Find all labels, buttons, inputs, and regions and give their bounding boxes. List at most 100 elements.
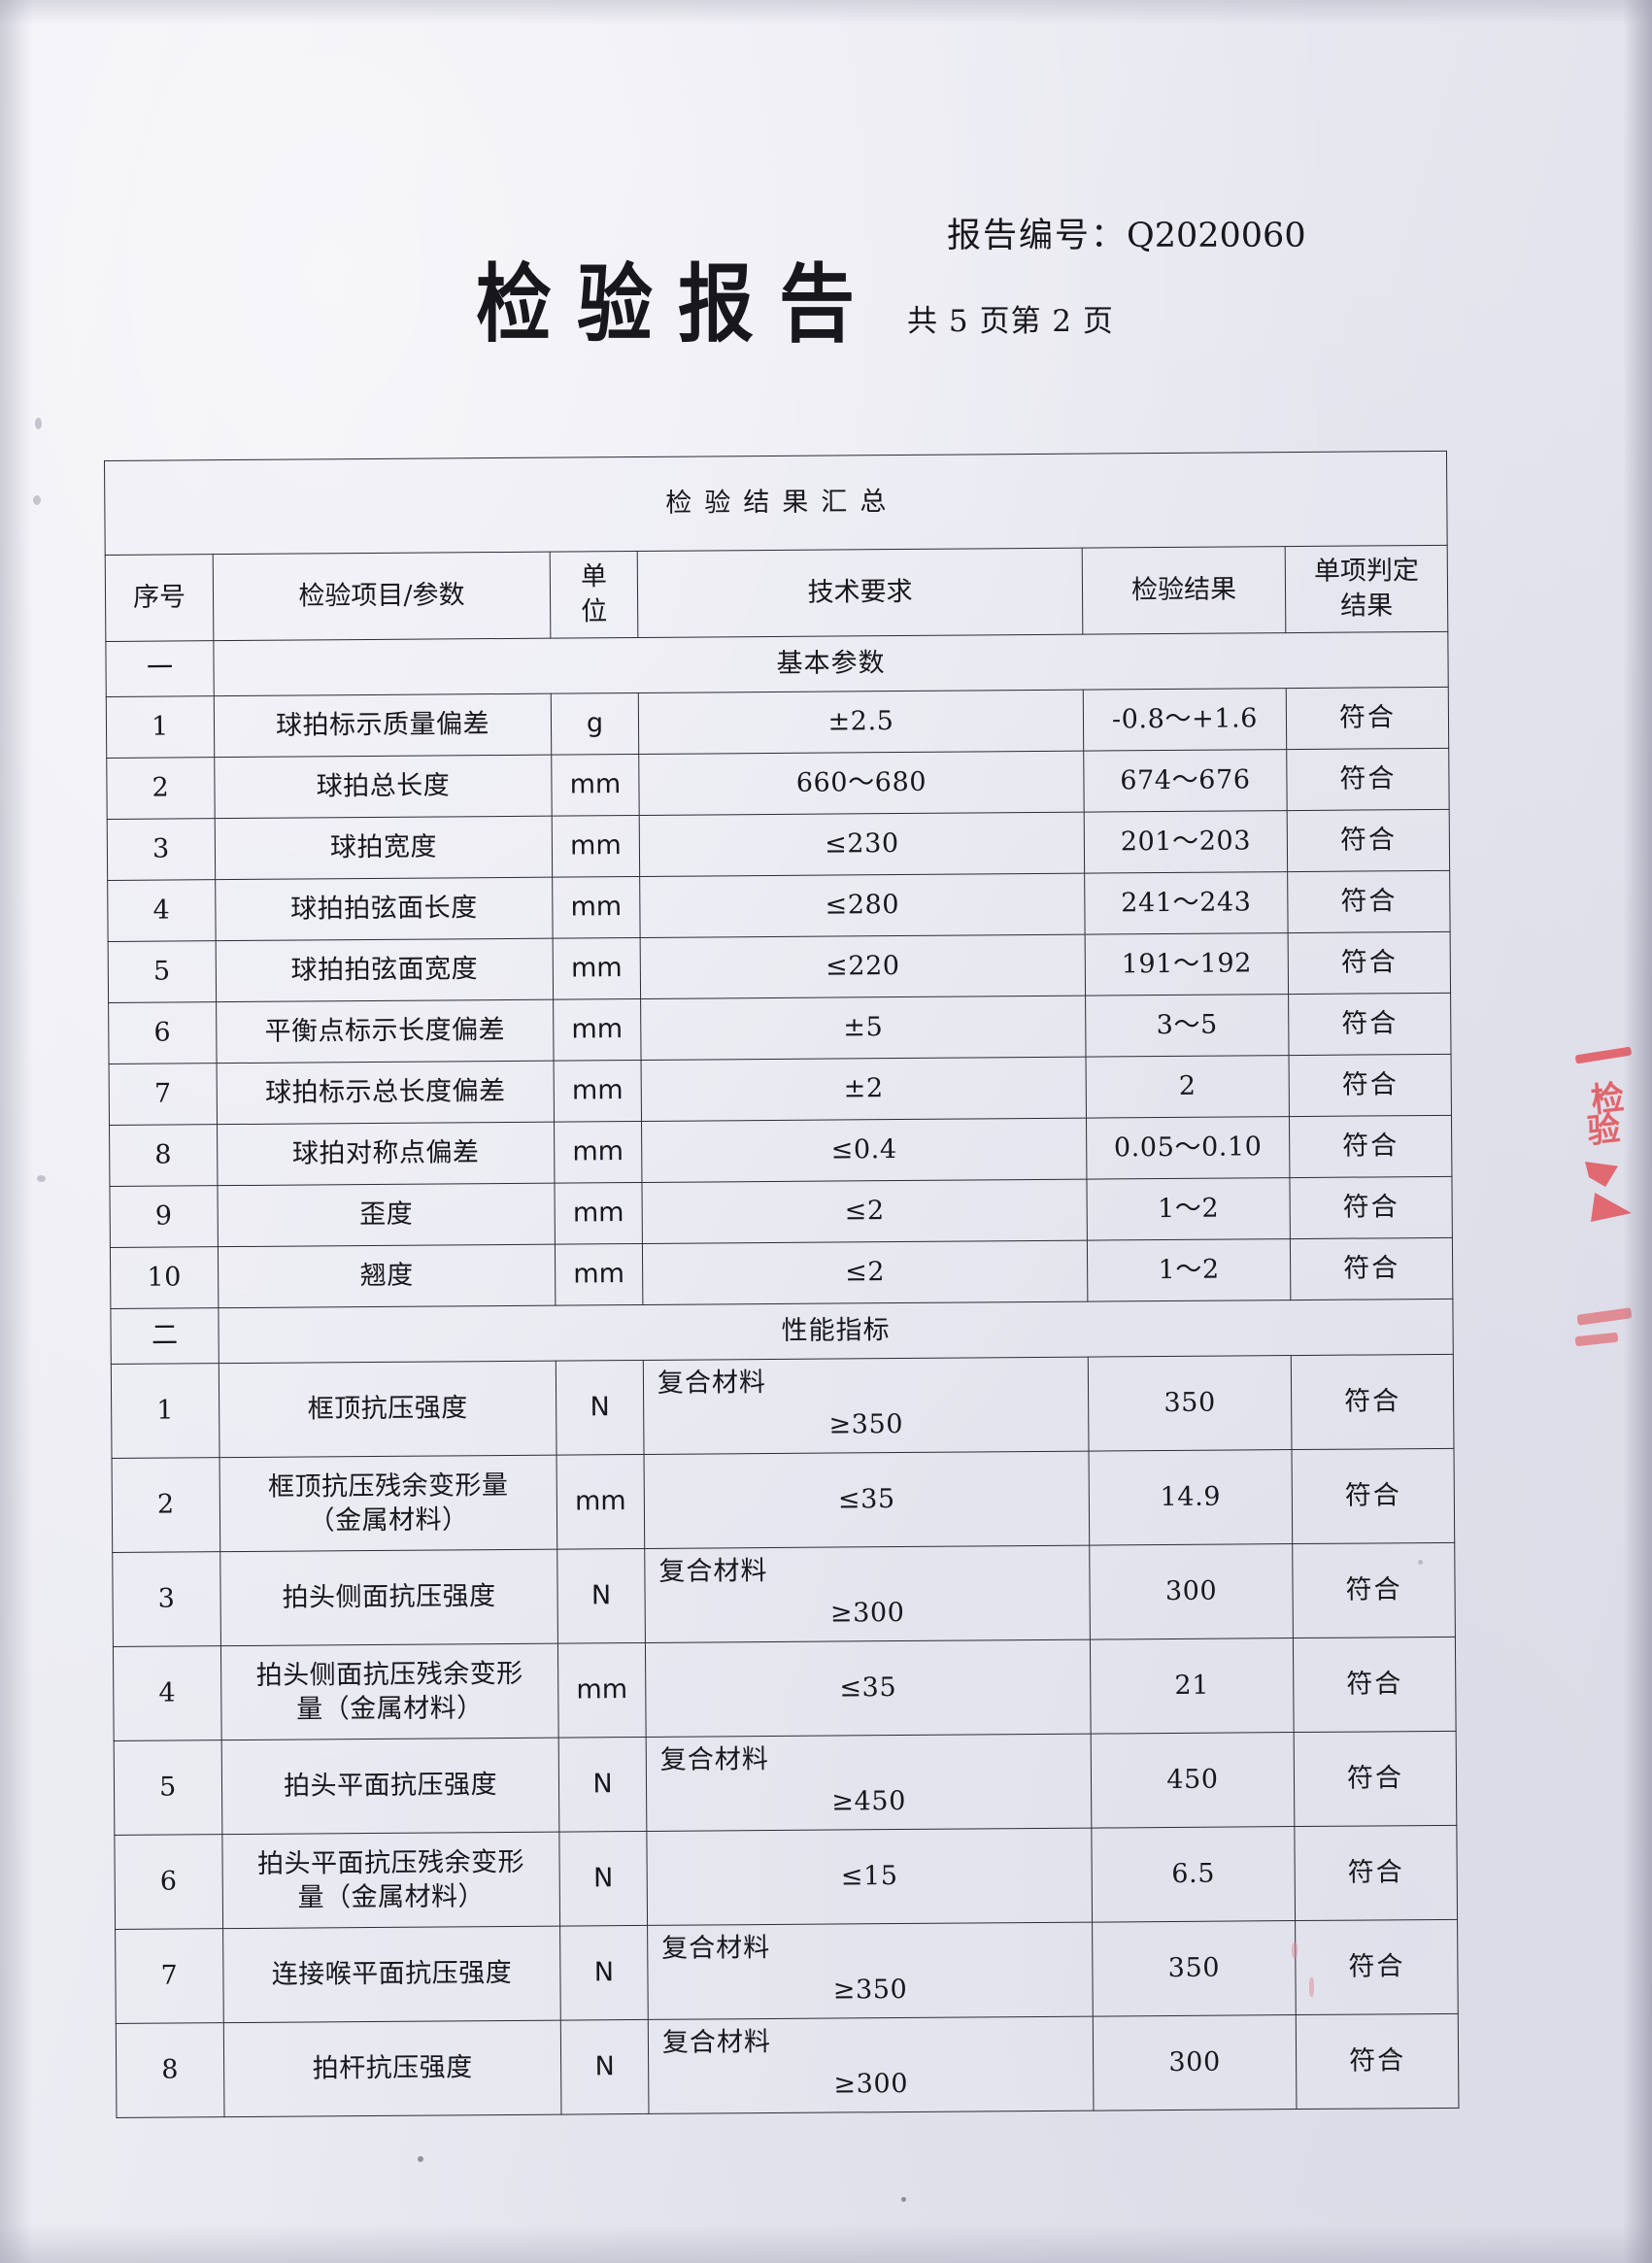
row-sequence: 4	[107, 879, 217, 942]
item-name: 球拍标示总长度偏差	[217, 1061, 555, 1125]
row-result: 201～203	[1084, 810, 1288, 874]
row-judgement: 符合	[1292, 1542, 1456, 1638]
item-name-line2: 量（金属材料）	[297, 1881, 486, 1913]
results-table-wrapper: 检验结果汇总 序号 检验项目/参数单位技术要求 检验结果 单项判定 结果一基本参数 1 球拍标…	[104, 450, 1460, 2118]
row-unit: mm	[551, 754, 640, 817]
row-result: 2	[1086, 1055, 1290, 1119]
scan-edge-shadow-bottom	[0, 2224, 1652, 2263]
row-judgement: 符合	[1288, 931, 1451, 995]
row-result: 300	[1089, 1543, 1294, 1640]
row-result: 3～5	[1085, 994, 1290, 1058]
tech-requirement: ≤2	[642, 1240, 1088, 1305]
table-row: 1 球拍标示质量偏差 g ±2.5 -0.8～+1.6 符合	[106, 687, 1449, 759]
row-judgement: 符合	[1288, 993, 1452, 1056]
row-judgement: 符合	[1295, 1919, 1459, 2015]
dust-speck	[35, 418, 42, 429]
column-header-judge: 单项判定 结果	[1285, 545, 1448, 633]
column-header-item: 检验项目/参数	[213, 552, 551, 641]
row-result: 191～192	[1085, 932, 1289, 996]
row-sequence: 8	[116, 2022, 225, 2118]
row-unit: mm	[553, 937, 641, 1000]
table-row: 1 框顶抗压强度 N 复合材料 ≥350 350 符合	[111, 1354, 1455, 1459]
tech-requirement: ≤2	[641, 1179, 1088, 1244]
table-row: 2 球拍总长度 mm 660～680 674～676 符合	[106, 748, 1450, 820]
item-name: 拍头平面抗压强度	[221, 1738, 559, 1835]
row-sequence: 2	[106, 757, 216, 820]
tech-requirement: 复合材料 ≥450	[646, 1734, 1092, 1832]
row-sequence: 9	[109, 1185, 219, 1248]
column-header-judge-line1: 单项判定	[1313, 555, 1419, 587]
tech-material: 复合材料	[661, 2027, 772, 2058]
row-result: 241～243	[1084, 871, 1289, 935]
tech-value: ≥300	[833, 2068, 909, 2100]
row-unit: N	[556, 1548, 646, 1644]
page-title: 检验报告	[476, 254, 881, 355]
row-sequence: 1	[111, 1363, 220, 1459]
row-judgement: 符合	[1286, 748, 1450, 811]
section-name: 性能指标	[218, 1299, 1454, 1364]
item-name: 翘度	[218, 1244, 556, 1308]
row-result: 350	[1092, 1920, 1297, 2017]
row-sequence: 1	[106, 695, 215, 759]
item-name: 球拍宽度	[215, 816, 553, 880]
row-sequence: 2	[112, 1457, 220, 1553]
tech-value: ≥350	[828, 1408, 904, 1440]
item-name: 球拍总长度	[214, 755, 553, 819]
item-name-line1: 拍头平面抗压残余变形	[256, 1846, 525, 1879]
column-header-unit: 单位	[550, 551, 638, 639]
row-unit: mm	[552, 876, 641, 939]
tech-requirement: ±2	[641, 1057, 1087, 1122]
ink-speck	[1309, 1977, 1314, 1997]
row-result: 14.9	[1089, 1449, 1293, 1546]
row-sequence: 6	[114, 1834, 223, 1930]
tech-requirement: 660～680	[638, 751, 1085, 816]
row-sequence: 7	[109, 1063, 218, 1126]
tech-value: ≥350	[832, 1974, 908, 2006]
tech-requirement: ≤220	[640, 934, 1086, 999]
item-name: 框顶抗压强度	[219, 1361, 557, 1458]
table-row: 2 框顶抗压残余变形量 （金属材料） mm ≤35 14.9 符合	[112, 1448, 1455, 1553]
table-row: 6 平衡点标示长度偏差 mm ±5 3～5 符合	[108, 993, 1452, 1064]
tech-value: ≥450	[831, 1785, 907, 1817]
dust-speck	[1418, 1560, 1423, 1565]
row-judgement: 符合	[1289, 1054, 1452, 1117]
row-judgement: 符合	[1293, 1637, 1457, 1733]
table-row: 3 球拍宽度 mm ≤230 201～203 符合	[107, 809, 1450, 881]
row-unit: N	[558, 1831, 648, 1927]
item-name: 拍头平面抗压残余变形 量（金属材料）	[221, 1832, 560, 1929]
row-unit: mm	[554, 1060, 642, 1123]
tech-requirement: ≤35	[644, 1451, 1090, 1549]
dust-speck	[901, 2197, 906, 2202]
section-name: 基本参数	[213, 631, 1449, 696]
row-unit: N	[559, 1925, 649, 2021]
tech-requirement: 复合材料 ≥300	[644, 1545, 1091, 1643]
row-judgement: 符合	[1289, 1176, 1453, 1239]
row-result: 0.05～0.10	[1086, 1116, 1290, 1180]
red-seal-fragment	[1558, 1329, 1652, 1368]
tech-requirement: ≤280	[639, 873, 1086, 938]
row-result: 450	[1091, 1732, 1295, 1829]
row-unit: g	[551, 692, 639, 756]
item-name: 拍头侧面抗压残余变形 量（金属材料）	[220, 1643, 559, 1740]
row-judgement: 符合	[1287, 870, 1451, 933]
item-name: 框顶抗压残余变形量 （金属材料）	[219, 1455, 557, 1552]
row-unit: N	[556, 1360, 645, 1456]
scan-edge-shadow-left	[0, 0, 33, 2263]
row-unit: mm	[555, 1243, 643, 1306]
table-banner-row: 检验结果汇总	[104, 451, 1448, 556]
dust-speck	[33, 495, 41, 505]
tech-requirement: ≤35	[645, 1639, 1092, 1738]
tech-requirement: ≤15	[646, 1828, 1093, 1926]
row-unit: mm	[557, 1642, 647, 1739]
column-header-judge-line2: 结果	[1340, 591, 1394, 622]
table-row: 7 连接喉平面抗压强度 N 复合材料 ≥350 350 符合	[115, 1919, 1459, 2024]
table-row: 4 拍头侧面抗压残余变形 量（金属材料） mm ≤35 21 符合	[113, 1637, 1457, 1741]
tech-requirement: 复合材料 ≥350	[647, 1922, 1094, 2020]
scan-edge-shadow-right	[1623, 0, 1652, 2263]
tech-requirement: ±2.5	[638, 690, 1084, 755]
row-sequence: 3	[112, 1551, 221, 1647]
report-number: 报告编号：Q2020060	[947, 208, 1306, 257]
item-name: 拍杆抗压强度	[223, 2020, 561, 2117]
row-unit: N	[560, 2019, 649, 2115]
